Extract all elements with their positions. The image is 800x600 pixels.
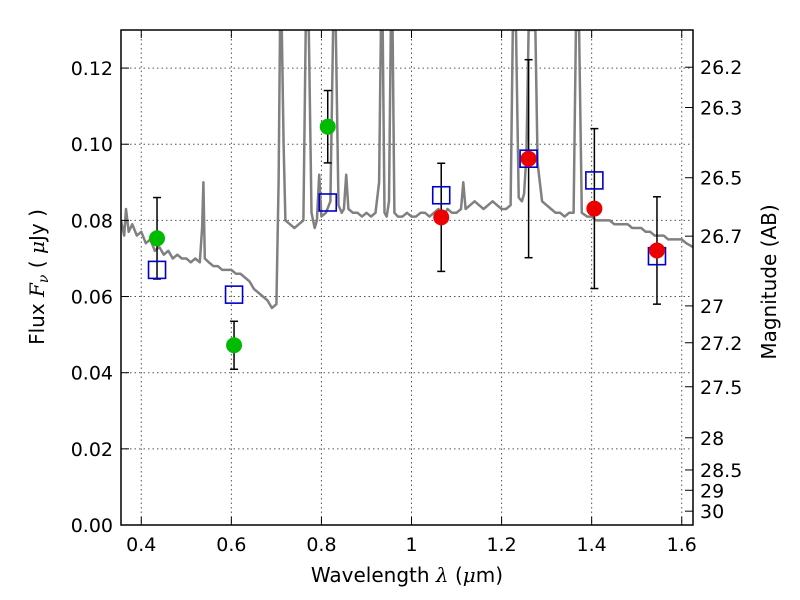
model-square-marker	[147, 260, 167, 280]
green-data-point	[226, 337, 243, 354]
model-square-marker	[224, 285, 244, 304]
red-data-point	[586, 200, 603, 217]
y2-tick-label: 26.3	[700, 97, 742, 119]
model-square-marker	[519, 149, 538, 168]
y2-tick-label: 29	[700, 480, 724, 502]
model-square-marker	[318, 193, 338, 212]
y-tick-label: 0.00	[71, 515, 113, 537]
y-tick-label: 0.04	[71, 363, 113, 385]
y-axis-label: Flux Fν ( μJy )	[25, 209, 52, 345]
x-tick-label: 1.4	[577, 534, 607, 556]
x-axis-label: Wavelength λ (μm)	[311, 563, 503, 587]
data-markers	[147, 118, 667, 354]
y2-tick-label: 26.7	[700, 226, 742, 248]
y2-tick-label: 26.5	[700, 168, 742, 190]
red-data-point	[648, 242, 665, 259]
model-square-marker	[431, 185, 451, 205]
y2-axis-label: Magnitude (AB)	[757, 204, 781, 359]
axis-ticks: 0.4 0.6 0.8 1 1.2 1.4 1.6 0.00 0.02 0.04 0.06 0.08 0…	[71, 30, 742, 556]
plot-frame	[120, 29, 694, 526]
y-tick-label: 0.10	[71, 134, 113, 156]
y2-tick-label: 27.2	[700, 333, 742, 355]
sed-line	[121, 30, 693, 310]
model-square-marker	[585, 171, 604, 190]
x-tick-label: 1.2	[486, 534, 516, 556]
red-data-point	[520, 150, 537, 167]
x-tick-label: 0.4	[126, 534, 156, 556]
sed-spectrum	[121, 30, 693, 310]
x-tick-label: 1	[405, 534, 417, 556]
x-tick-label: 0.6	[216, 534, 246, 556]
x-tick-label: 0.8	[306, 534, 336, 556]
grid-lines	[121, 30, 693, 525]
red-data-point	[433, 209, 450, 226]
y2-tick-label: 30	[700, 501, 724, 523]
y2-tick-label: 26.2	[700, 57, 742, 79]
green-data-point	[149, 230, 166, 247]
green-data-point	[319, 118, 336, 135]
y-tick-label: 0.02	[71, 439, 113, 461]
y2-tick-label: 28	[700, 428, 724, 450]
y-tick-label: 0.12	[71, 58, 113, 80]
y-tick-label: 0.08	[71, 210, 113, 232]
x-tick-label: 1.6	[667, 534, 697, 556]
y-tick-label: 0.06	[71, 287, 113, 309]
y2-tick-label: 27	[700, 296, 724, 318]
y2-tick-label: 27.5	[700, 377, 742, 399]
y2-tick-label: 28.5	[700, 460, 742, 482]
